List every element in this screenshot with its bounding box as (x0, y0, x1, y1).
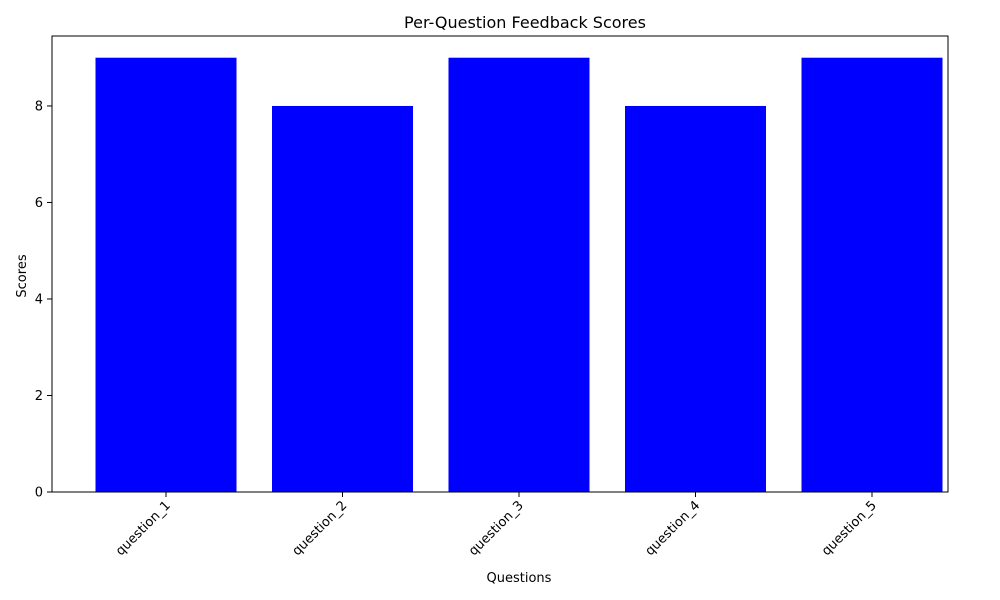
x-tick-label: question_5 (819, 498, 880, 559)
plot-frame (51, 35, 949, 493)
x-axis: question_1 question_2 question_3 question_4… (113, 492, 880, 559)
x-tick-label: question_2 (290, 498, 351, 559)
chart-title: Per-Question Feedback Scores (404, 13, 646, 32)
x-tick-label: question_1 (113, 498, 174, 559)
bar-question_4 (625, 105, 766, 492)
y-axis: 0 2 4 6 8 (35, 99, 52, 501)
x-tick-label: question_4 (643, 498, 704, 559)
y-axis-label: Scores (15, 254, 30, 297)
bar-question_5 (801, 57, 943, 493)
bar-question_2 (272, 105, 413, 492)
bar-question_1 (95, 57, 237, 493)
bar-question_3 (448, 57, 590, 493)
y-tick-label: 2 (35, 389, 43, 404)
x-tick-label: question_3 (466, 498, 527, 559)
y-tick-label: 6 (35, 196, 43, 211)
y-tick-label: 0 (35, 486, 43, 501)
x-axis-label: Questions (487, 571, 552, 586)
plot-area (95, 57, 943, 493)
y-tick-label: 4 (35, 292, 43, 307)
y-tick-label: 8 (35, 99, 43, 114)
